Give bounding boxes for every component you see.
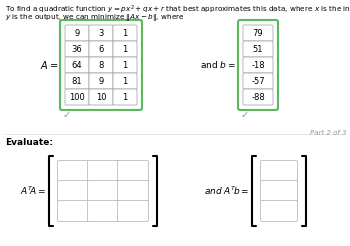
- FancyBboxPatch shape: [88, 200, 119, 221]
- FancyBboxPatch shape: [113, 57, 137, 73]
- FancyBboxPatch shape: [243, 73, 273, 89]
- FancyBboxPatch shape: [113, 89, 137, 105]
- Text: 81: 81: [72, 77, 82, 86]
- FancyBboxPatch shape: [88, 181, 119, 201]
- FancyBboxPatch shape: [260, 181, 298, 201]
- Text: 79: 79: [253, 29, 263, 37]
- FancyBboxPatch shape: [118, 181, 148, 201]
- Text: 1: 1: [122, 45, 128, 53]
- FancyBboxPatch shape: [113, 73, 137, 89]
- Text: 1: 1: [122, 92, 128, 102]
- Text: $A =$: $A =$: [40, 59, 58, 71]
- FancyBboxPatch shape: [243, 89, 273, 105]
- Text: 51: 51: [253, 45, 263, 53]
- Text: -18: -18: [251, 61, 265, 70]
- FancyBboxPatch shape: [243, 25, 273, 41]
- Text: $y$ is the output, we can minimize $\|Ax - b\|$, where: $y$ is the output, we can minimize $\|Ax…: [5, 12, 184, 23]
- Text: 100: 100: [69, 92, 85, 102]
- FancyBboxPatch shape: [243, 41, 273, 57]
- Text: ✓: ✓: [241, 110, 249, 120]
- Text: ✓: ✓: [63, 110, 71, 120]
- FancyBboxPatch shape: [65, 57, 89, 73]
- FancyBboxPatch shape: [57, 181, 89, 201]
- Text: 64: 64: [72, 61, 82, 70]
- FancyBboxPatch shape: [60, 20, 142, 110]
- Text: Evaluate:: Evaluate:: [5, 138, 53, 147]
- FancyBboxPatch shape: [260, 200, 298, 221]
- FancyBboxPatch shape: [57, 160, 89, 182]
- FancyBboxPatch shape: [89, 25, 113, 41]
- Text: 1: 1: [122, 61, 128, 70]
- Text: 36: 36: [72, 45, 82, 53]
- Text: $A^T\!A =$: $A^T\!A =$: [20, 185, 46, 197]
- Text: 10: 10: [96, 92, 106, 102]
- FancyBboxPatch shape: [57, 200, 89, 221]
- FancyBboxPatch shape: [260, 160, 298, 182]
- FancyBboxPatch shape: [113, 25, 137, 41]
- FancyBboxPatch shape: [65, 25, 89, 41]
- Text: 9: 9: [74, 29, 80, 37]
- FancyBboxPatch shape: [89, 73, 113, 89]
- Text: 3: 3: [98, 29, 104, 37]
- Text: Part 2 of 3: Part 2 of 3: [310, 130, 347, 136]
- FancyBboxPatch shape: [88, 160, 119, 182]
- FancyBboxPatch shape: [243, 57, 273, 73]
- Text: -88: -88: [251, 92, 265, 102]
- FancyBboxPatch shape: [65, 73, 89, 89]
- Text: To find a quadratic function $y = px^2 + qx + r$ that best approximates this dat: To find a quadratic function $y = px^2 +…: [5, 4, 350, 16]
- FancyBboxPatch shape: [89, 41, 113, 57]
- Text: 9: 9: [98, 77, 104, 86]
- Text: -57: -57: [251, 77, 265, 86]
- Text: 8: 8: [98, 61, 104, 70]
- FancyBboxPatch shape: [65, 41, 89, 57]
- FancyBboxPatch shape: [238, 20, 278, 110]
- Text: 1: 1: [122, 29, 128, 37]
- FancyBboxPatch shape: [89, 89, 113, 105]
- FancyBboxPatch shape: [89, 57, 113, 73]
- Text: and $A^T\!b =$: and $A^T\!b =$: [204, 185, 249, 197]
- FancyBboxPatch shape: [118, 200, 148, 221]
- Text: and $b =$: and $b =$: [200, 60, 236, 71]
- FancyBboxPatch shape: [118, 160, 148, 182]
- Text: 1: 1: [122, 77, 128, 86]
- FancyBboxPatch shape: [65, 89, 89, 105]
- FancyBboxPatch shape: [113, 41, 137, 57]
- Text: 6: 6: [98, 45, 104, 53]
